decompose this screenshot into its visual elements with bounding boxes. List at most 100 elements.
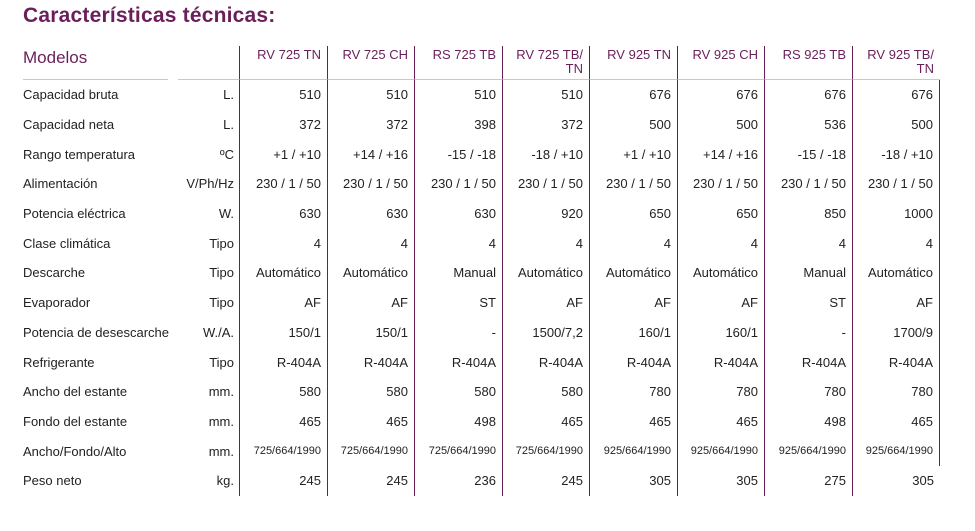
table-cell: 372 — [328, 109, 415, 140]
row-unit: mm. — [178, 406, 240, 437]
row-label: Capacidad neta — [23, 117, 115, 133]
table-cell: 372 — [503, 109, 590, 140]
table-cell: AF — [328, 287, 415, 318]
model-name: RS 925 TB — [782, 47, 846, 62]
table-cell: 725/664/1990 — [328, 436, 415, 466]
table-cell: 230 / 1 / 50 — [678, 169, 765, 199]
table-cell: AF — [590, 287, 678, 318]
table-cell: 465 — [853, 406, 940, 437]
model-name: RV 725 TB/ TN — [516, 47, 583, 76]
table-cell: 4 — [240, 228, 328, 259]
table-cell: AF — [503, 287, 590, 318]
table-cell: 500 — [590, 109, 678, 140]
table-cell: R-404A — [853, 347, 940, 377]
table-cell: Manual — [415, 258, 503, 288]
table-cell: 676 — [853, 80, 940, 110]
table-cell: 650 — [590, 198, 678, 229]
model-name: RV 925 TB/ TN — [867, 47, 934, 76]
table-cell: 580 — [240, 376, 328, 407]
table-cell: 500 — [853, 109, 940, 140]
row-unit: Tipo — [178, 347, 240, 377]
table-cell: 245 — [328, 465, 415, 496]
row-label: Ancho/Fondo/Alto — [23, 443, 127, 459]
table-cell: 676 — [678, 80, 765, 110]
table-cell: 150/1 — [240, 317, 328, 348]
table-cell: R-404A — [328, 347, 415, 377]
row-label: Rango temperatura — [23, 146, 136, 162]
table-cell: R-404A — [678, 347, 765, 377]
table-cell: R-404A — [240, 347, 328, 377]
table-cell: 4 — [328, 228, 415, 259]
row-label: Refrigerante — [23, 354, 95, 370]
table-cell: 498 — [415, 406, 503, 437]
table-cell: ST — [415, 287, 503, 318]
table-cell: +1 / +10 — [590, 139, 678, 170]
row-label: Peso neto — [23, 473, 82, 489]
row-unit: Tipo — [178, 228, 240, 259]
table-cell: 230 / 1 / 50 — [240, 169, 328, 199]
table-cell: 230 / 1 / 50 — [328, 169, 415, 199]
model-name: RV 725 TN — [257, 47, 321, 62]
row-label: Descarche — [23, 265, 86, 281]
table-cell: -15 / -18 — [415, 139, 503, 170]
row-label: Clase climática — [23, 235, 111, 251]
table-cell: 780 — [853, 376, 940, 407]
row-unit: L. — [178, 80, 240, 110]
table-cell: 510 — [503, 80, 590, 110]
table-cell: 160/1 — [678, 317, 765, 348]
table-cell: 580 — [328, 376, 415, 407]
table-cell: 925/664/1990 — [590, 436, 678, 466]
table-cell: 160/1 — [590, 317, 678, 348]
table-cell: 305 — [678, 465, 765, 496]
table-cell: Automático — [853, 258, 940, 288]
row-unit: Tipo — [178, 287, 240, 318]
table-cell: 650 — [678, 198, 765, 229]
table-cell: ST — [765, 287, 853, 318]
table-cell: 245 — [240, 465, 328, 496]
model-header: RV 925 CH — [678, 46, 765, 80]
table-cell: -15 / -18 — [765, 139, 853, 170]
model-header: RV 725 TN — [240, 46, 328, 80]
row-label: Potencia de desescarche — [23, 324, 169, 340]
table-cell: +1 / +10 — [240, 139, 328, 170]
table-cell: R-404A — [503, 347, 590, 377]
table-cell: 305 — [590, 465, 678, 496]
table-cell: Automático — [328, 258, 415, 288]
table-cell: 230 / 1 / 50 — [590, 169, 678, 199]
row-unit: Tipo — [178, 258, 240, 288]
model-header: RS 925 TB — [765, 46, 853, 80]
page-title: Características técnicas: — [23, 4, 276, 27]
table-cell: - — [765, 317, 853, 348]
table-cell: 4 — [590, 228, 678, 259]
model-name: RS 725 TB — [432, 47, 496, 62]
table-cell: 230 / 1 / 50 — [415, 169, 503, 199]
table-cell: Automático — [678, 258, 765, 288]
table-cell: 1500/7,2 — [503, 317, 590, 348]
table-cell: R-404A — [590, 347, 678, 377]
model-header: RV 925 TN — [590, 46, 678, 80]
table-cell: 725/664/1990 — [240, 436, 328, 466]
model-header: RS 725 TB — [415, 46, 503, 80]
table-cell: 4 — [503, 228, 590, 259]
table-cell: 725/664/1990 — [415, 436, 503, 466]
table-cell: 630 — [415, 198, 503, 229]
table-cell: 236 — [415, 465, 503, 496]
row-label: Fondo del estante — [23, 413, 128, 429]
table-cell: 230 / 1 / 50 — [765, 169, 853, 199]
table-cell: 498 — [765, 406, 853, 437]
model-header: RV 725 TB/ TN — [503, 46, 590, 80]
table-cell: 230 / 1 / 50 — [853, 169, 940, 199]
table-cell: 465 — [590, 406, 678, 437]
table-cell: 1000 — [853, 198, 940, 229]
table-cell: 150/1 — [328, 317, 415, 348]
table-cell: 230 / 1 / 50 — [503, 169, 590, 199]
table-cell: 925/664/1990 — [765, 436, 853, 466]
table-cell: 245 — [503, 465, 590, 496]
model-header: RV 925 TB/ TN — [853, 46, 940, 80]
table-cell: 398 — [415, 109, 503, 140]
row-label: Evaporador — [23, 295, 91, 311]
table-cell: 1700/9 — [853, 317, 940, 348]
table-cell: 920 — [503, 198, 590, 229]
table-cell: AF — [240, 287, 328, 318]
table-cell: 465 — [328, 406, 415, 437]
